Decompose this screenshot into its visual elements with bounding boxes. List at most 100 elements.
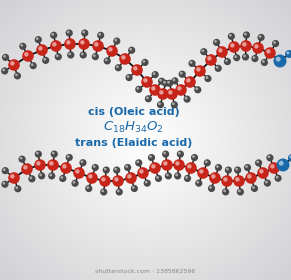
Circle shape: [114, 39, 117, 41]
Circle shape: [177, 150, 184, 158]
Circle shape: [208, 185, 215, 192]
Circle shape: [66, 154, 73, 161]
Circle shape: [141, 76, 153, 88]
Circle shape: [50, 32, 57, 39]
Circle shape: [179, 71, 186, 78]
Circle shape: [129, 48, 132, 51]
Circle shape: [60, 162, 72, 174]
Circle shape: [73, 167, 85, 179]
Circle shape: [189, 60, 196, 67]
Circle shape: [136, 87, 139, 90]
Circle shape: [244, 164, 251, 171]
Circle shape: [85, 185, 92, 192]
Circle shape: [166, 80, 173, 87]
Circle shape: [75, 169, 79, 174]
Circle shape: [168, 90, 173, 95]
Text: shutterstock.com · 1385862596: shutterstock.com · 1385862596: [95, 269, 196, 274]
Circle shape: [159, 90, 164, 95]
Circle shape: [264, 179, 271, 187]
Circle shape: [36, 152, 39, 155]
Circle shape: [116, 188, 123, 195]
Circle shape: [251, 55, 258, 62]
Circle shape: [34, 159, 46, 171]
Circle shape: [62, 164, 67, 169]
Circle shape: [131, 64, 143, 76]
Circle shape: [56, 54, 59, 57]
Circle shape: [80, 51, 87, 59]
Circle shape: [205, 54, 217, 66]
Circle shape: [67, 51, 74, 59]
Circle shape: [145, 181, 148, 183]
Circle shape: [78, 38, 90, 50]
Circle shape: [24, 52, 29, 57]
Circle shape: [3, 55, 6, 58]
Circle shape: [184, 76, 196, 88]
Circle shape: [3, 168, 6, 171]
Circle shape: [92, 164, 99, 171]
Circle shape: [254, 44, 259, 49]
Circle shape: [171, 77, 178, 85]
Circle shape: [81, 53, 84, 55]
Circle shape: [42, 57, 49, 64]
Circle shape: [200, 48, 207, 55]
Circle shape: [137, 167, 149, 179]
Circle shape: [185, 97, 187, 99]
Circle shape: [149, 84, 161, 96]
Circle shape: [267, 155, 270, 158]
Circle shape: [3, 182, 5, 185]
Circle shape: [205, 76, 208, 79]
Circle shape: [93, 54, 96, 57]
Circle shape: [184, 175, 191, 182]
Circle shape: [73, 181, 75, 184]
Circle shape: [30, 62, 37, 69]
Circle shape: [127, 75, 129, 78]
Circle shape: [216, 46, 228, 58]
Circle shape: [51, 33, 54, 36]
Circle shape: [216, 165, 219, 168]
Circle shape: [30, 176, 32, 179]
Circle shape: [167, 81, 170, 84]
Circle shape: [135, 86, 142, 93]
Circle shape: [196, 67, 200, 72]
Circle shape: [171, 101, 178, 108]
Circle shape: [214, 65, 222, 72]
Circle shape: [276, 158, 290, 171]
Circle shape: [2, 167, 9, 174]
Circle shape: [55, 53, 62, 60]
Circle shape: [234, 167, 241, 174]
Circle shape: [125, 74, 133, 81]
Circle shape: [229, 34, 232, 37]
Circle shape: [233, 54, 240, 61]
Circle shape: [143, 60, 145, 63]
Circle shape: [223, 190, 226, 192]
Circle shape: [244, 33, 247, 35]
Circle shape: [2, 69, 5, 71]
Circle shape: [243, 31, 250, 39]
Circle shape: [79, 159, 86, 166]
Circle shape: [131, 185, 138, 192]
Circle shape: [265, 181, 268, 183]
Circle shape: [178, 152, 181, 155]
Circle shape: [135, 159, 142, 166]
Circle shape: [86, 186, 89, 189]
Circle shape: [247, 174, 252, 179]
Circle shape: [163, 81, 166, 84]
Circle shape: [264, 47, 276, 59]
Circle shape: [234, 55, 237, 58]
Circle shape: [52, 42, 56, 46]
Circle shape: [151, 86, 156, 91]
Circle shape: [88, 174, 93, 179]
Circle shape: [237, 188, 244, 195]
Circle shape: [258, 34, 265, 41]
Circle shape: [272, 40, 279, 47]
Circle shape: [288, 154, 291, 162]
Circle shape: [266, 49, 271, 53]
Circle shape: [207, 56, 212, 60]
Circle shape: [158, 102, 161, 105]
Circle shape: [101, 190, 104, 192]
Circle shape: [149, 155, 152, 158]
Circle shape: [209, 186, 212, 189]
Circle shape: [52, 152, 55, 155]
Circle shape: [114, 168, 117, 171]
Circle shape: [149, 162, 161, 174]
